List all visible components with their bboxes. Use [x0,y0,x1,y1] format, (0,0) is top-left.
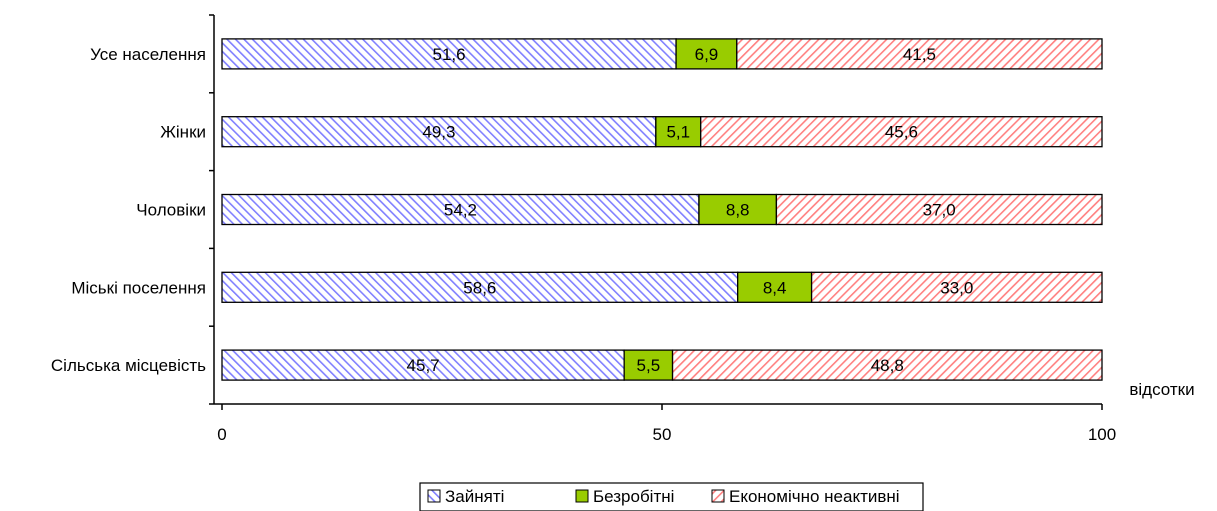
x-tick-label: 0 [217,425,226,444]
data-label: 51,6 [432,45,465,64]
legend-swatch [711,489,725,503]
legend-swatch [575,489,589,503]
legend-label: Безробітні [593,487,674,506]
data-label: 54,2 [444,201,477,220]
data-label: 41,5 [903,45,936,64]
data-label: 48,8 [871,356,904,375]
bar-segment [221,38,677,70]
data-label: 6,9 [695,45,719,64]
bars: 51,6 6,9 41,5 49,3 5,1 45,6 54,2 8,8 37,0 58,6 8,4… [221,38,1103,381]
axes: 0 50 100 відсотки Усе населення Жінки Чоловіки… [51,14,1195,444]
bar-segment [810,271,1103,303]
bar-segment [700,116,1103,148]
bar-segment [655,116,702,148]
data-label: 5,1 [666,123,690,142]
legend-label: Економічно неактивні [729,487,900,506]
category-label: Міські поселення [71,278,206,297]
bar-segment [221,271,739,303]
bar-segment [221,193,700,226]
bar-segment [221,349,625,381]
bar-segment [736,38,1103,70]
bar-segment [623,349,674,381]
data-label: 33,0 [940,278,973,297]
x-tick-label: 100 [1088,425,1116,444]
bar-segment [737,271,813,303]
x-tick-label: 50 [653,425,672,444]
category-label: Сільська місцевість [51,356,206,375]
legend-swatch [427,489,441,503]
data-label: 5,5 [637,356,661,375]
category-label: Усе населення [90,45,206,64]
category-label: Жінки [160,123,206,142]
bar-segment [671,349,1103,381]
x-axis-label: відсотки [1129,380,1194,399]
legend-label: Зайняті [445,487,504,506]
data-label: 45,6 [885,123,918,142]
data-label: 37,0 [923,201,956,220]
data-label: 45,7 [407,356,440,375]
data-label: 58,6 [463,278,496,297]
legend-box [419,482,924,511]
data-label: 8,4 [763,278,787,297]
data-label: 8,8 [726,201,750,220]
data-label: 49,3 [422,123,455,142]
category-label: Чоловіки [136,201,206,220]
bar-segment [775,193,1103,226]
bar-segment [221,116,657,148]
bar-segment [698,193,778,226]
legend: Зайняті Безробітні Економічно неактивні [419,482,924,511]
